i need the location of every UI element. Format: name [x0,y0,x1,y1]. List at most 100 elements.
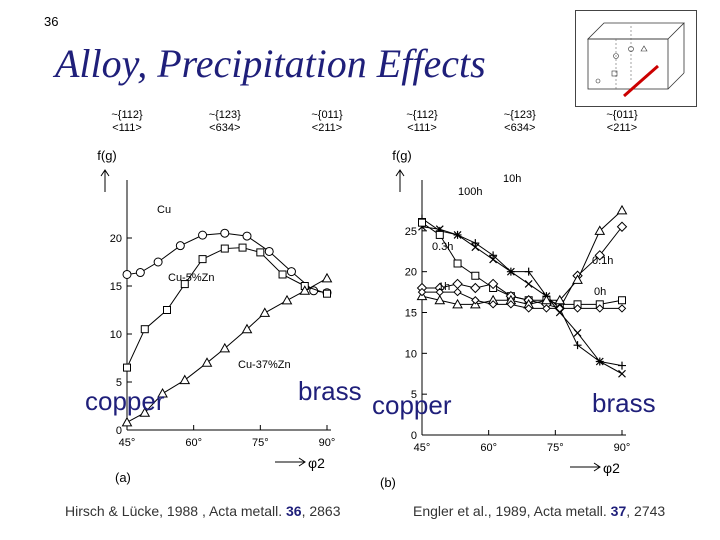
series-line-1h [422,226,623,310]
data-point-Cu-37%Zn-3 [179,374,191,385]
data-point-100h-4 [489,255,498,264]
label-brass-left: brass [298,376,362,406]
data-point-0h-2 [453,287,462,297]
curve-label-1: Cu-5%Zn [168,272,214,284]
data-point-100h-6 [524,279,533,288]
x-axis-arrow-icon [275,457,306,467]
data-point-0h-11 [617,304,627,313]
chart-a: ~{112}<111> ~{123}<634> ~{011}<211> f(g) 0 5 1… [97,109,343,485]
data-point-Cu-37%Zn-4 [201,357,213,367]
data-point-100h-2 [453,230,462,239]
data-point-Cu-37%Zn-2 [157,388,168,398]
x-tick-label-0: 45° [414,442,431,454]
y-axis-label: f(g) [97,148,117,163]
y-tick-label-0: 0 [411,430,417,442]
citation-left: Hirsch & Lücke, 1988 , Acta metall. 36, … [65,503,341,519]
y-tick-label-2: 10 [405,348,417,360]
data-point-Cu-37%Zn-9 [299,285,311,295]
x-tick-label-3: 90° [319,437,336,449]
data-point-0.3h-11 [618,296,626,305]
y-tick-label-4: 20 [405,267,417,279]
data-point-0h-10 [595,304,604,313]
data-point-Cu-5%Zn-0 [123,363,131,372]
data-point-0.1h-8 [554,294,566,305]
data-point-Cu-2 [153,257,163,267]
y-axis-label: f(g) [392,148,412,163]
data-point-100h-11 [618,369,626,378]
data-point-1h-3 [470,282,481,294]
series-line-100h [421,226,623,375]
label-copper-left: copper [85,386,165,416]
data-point-1h-10 [594,250,605,261]
data-point-100h-3 [471,243,480,252]
y-tick-label-1: 5 [116,377,122,389]
curve-label-5: 0h [594,286,606,298]
data-point-1h-11 [616,221,628,232]
top-label-sub-0: <111> [112,122,142,134]
x-tick-label-1: 60° [185,437,202,449]
data-point-0.1h-1 [434,294,446,305]
x-tick-label-2: 75° [547,442,564,454]
data-point-0h-6 [524,304,533,313]
data-point-0.3h-3 [471,271,480,280]
data-point-Cu-5%Zn-10 [323,289,331,298]
x-axis-arrow-icon [570,462,601,472]
data-point-Cu-4 [198,230,208,240]
data-point-10h-6 [524,267,533,276]
data-point-0.1h-11 [616,204,628,215]
data-point-Cu-5%Zn-2 [163,306,171,314]
x-tick-label-1: 60° [480,442,497,454]
data-point-Cu-37%Zn-10 [321,272,333,283]
data-point-Cu-5%Zn-6 [238,243,247,252]
data-point-0h-8 [555,304,564,313]
top-label-sub-1: <634> [209,122,240,134]
data-point-Cu-37%Zn-1 [139,407,151,417]
orientation-space-thumbnail [575,10,697,107]
y-tick-label-1: 5 [411,389,417,401]
data-point-Cu-5%Zn-7 [256,248,265,257]
curve-label-0: 10h [503,173,521,185]
data-point-Cu-6 [242,231,252,241]
data-point-100h-9 [573,328,582,337]
top-label-sub-2: <211> [312,122,342,134]
top-label-0: ~{112} [111,109,143,121]
data-point-Cu-5%Zn-8 [278,270,287,279]
data-point-10h-4 [489,251,498,260]
series-line-0h [422,291,622,309]
x-tick-label-2: 75° [252,437,269,449]
data-point-Cu-37%Zn-8 [281,294,293,305]
data-point-0h-0 [417,287,427,297]
data-point-10h-9 [573,341,582,350]
data-point-Cu-37%Zn-5 [219,342,231,353]
data-point-0h-9 [573,304,582,313]
curve-label-2: Cu-37%Zn [238,359,291,371]
data-point-100h-10 [595,357,604,366]
data-point-Cu-5 [220,228,230,238]
data-point-10h-11 [618,361,626,370]
data-point-0.3h-0 [418,218,426,227]
top-label-sub-2: <211> [607,122,637,134]
top-label-1: ~{123} [209,109,241,121]
y-axis-arrow-icon [100,169,110,192]
data-point-1h-4 [487,278,499,290]
data-point-Cu-37%Zn-7 [259,307,271,317]
data-point-0h-1 [435,287,444,297]
data-point-Cu-7 [264,246,274,256]
red-arrow-icon [623,64,659,98]
data-point-0.1h-2 [452,298,463,309]
curve-label-0: Cu [157,204,171,216]
data-point-Cu-3 [175,241,185,251]
data-point-Cu-5%Zn-5 [220,244,229,253]
curve-label-3: 1h [438,281,450,293]
data-point-1h-2 [452,278,463,290]
data-point-0.1h-7 [541,294,552,305]
series-line-0.1h [421,210,623,305]
x-tick-label-0: 45° [119,437,136,449]
y-tick-label-3: 15 [110,281,122,293]
curve-label-4: 0.1h [592,255,613,267]
panel-label: (b) [380,475,396,490]
citation-right: Engler et al., 1989, Acta metall. 37, 27… [413,503,666,519]
y-tick-label-3: 15 [405,308,417,320]
top-label-0: ~{112} [406,109,438,121]
top-label-sub-0: <111> [407,122,437,134]
